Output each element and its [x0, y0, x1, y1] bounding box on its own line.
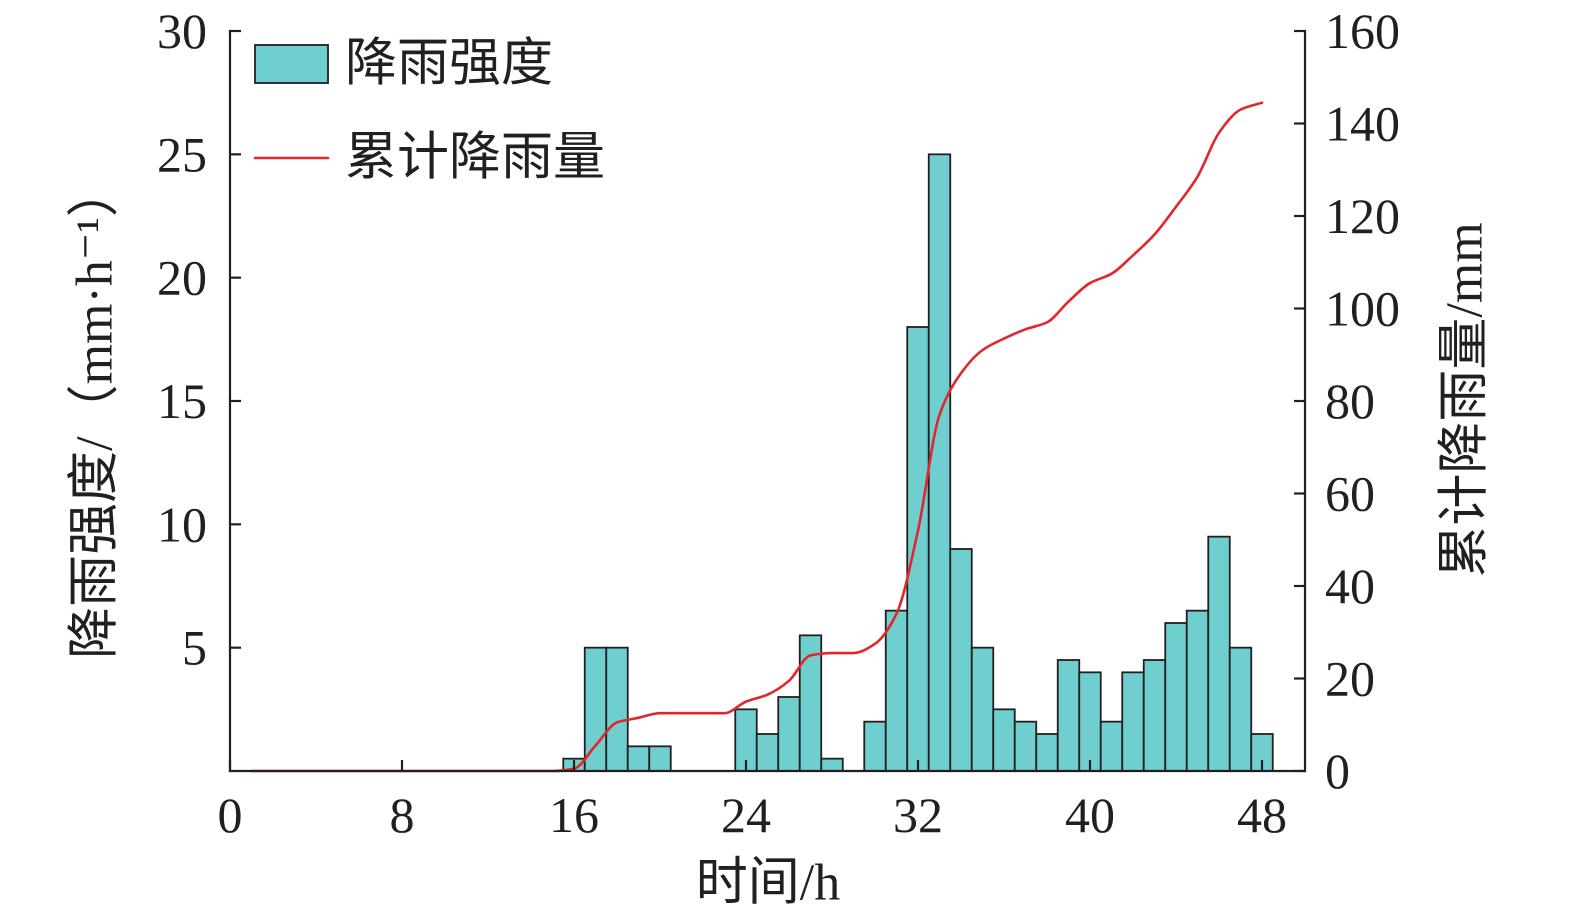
bar-hour-40 [1078, 671, 1102, 772]
legend: 降雨强度 累计降雨量 [253, 36, 605, 187]
bar-hour-43 [1142, 659, 1167, 772]
x-tick-label: 0 [218, 787, 243, 843]
y2-tick-label: 40 [1325, 558, 1375, 614]
y-tick-label: 15 [157, 373, 207, 429]
y-tick-label: 25 [157, 126, 207, 182]
right-y-axis-label: 累计降雨量/mm [1437, 222, 1494, 577]
y2-tick-label: 160 [1325, 3, 1400, 59]
left-y-axis-label: 降雨强度/（mm·h⁻¹） [67, 165, 124, 659]
y-tick-label: 10 [157, 496, 207, 552]
legend-label-cumulative-rainfall: 累计降雨量 [345, 130, 605, 187]
bar-hour-37 [1013, 720, 1038, 772]
x-axis-ticks: 0 8 16 24 32 40 48 [218, 760, 1287, 843]
bar-hour-26 [777, 696, 801, 772]
bar-hour-42 [1121, 671, 1145, 772]
x-tick-label: 8 [390, 787, 415, 843]
y2-tick-label: 60 [1325, 466, 1375, 522]
bar-hour-33 [927, 153, 952, 772]
y2-tick-label: 0 [1325, 743, 1350, 799]
legend-swatch-rainfall-intensity [254, 44, 329, 84]
left-y-axis-ticks: 5 10 15 20 25 30 [157, 3, 241, 676]
y2-tick-label: 120 [1325, 188, 1400, 244]
right-y-axis-ticks: 0 20 40 60 80 100 120 140 160 [1294, 3, 1400, 799]
bar-hour-19 [626, 745, 651, 772]
y2-tick-label: 140 [1325, 96, 1400, 152]
bar-hour-34 [949, 548, 973, 772]
x-tick-label: 48 [1237, 787, 1287, 843]
cumulative-rainfall-line [250, 101, 1264, 773]
y2-tick-label: 20 [1325, 651, 1375, 707]
y2-tick-label: 80 [1325, 373, 1375, 429]
x-tick-label: 16 [549, 787, 599, 843]
x-axis-label: 时间/h [696, 855, 840, 912]
bar-hour-47 [1228, 646, 1253, 772]
y2-tick-label: 100 [1325, 281, 1400, 337]
x-tick-label: 24 [721, 787, 771, 843]
bar-hour-45 [1185, 609, 1210, 772]
bar-hour-17 [583, 646, 608, 772]
bar-hour-36 [992, 708, 1016, 772]
x-tick-label: 32 [893, 787, 943, 843]
y-tick-label: 30 [157, 3, 207, 59]
bar-hour-28 [820, 757, 844, 772]
bar-hour-44 [1164, 622, 1188, 772]
rainfall-intensity-bars [562, 153, 1274, 772]
bar-hour-30 [863, 720, 887, 772]
bar-hour-18 [605, 646, 629, 772]
bar-hour-31 [884, 609, 909, 772]
bar-hour-38 [1035, 733, 1059, 772]
bar-hour-46 [1207, 535, 1231, 772]
bar-hour-20 [648, 745, 672, 772]
x-tick-label: 40 [1065, 787, 1115, 843]
bar-hour-25 [755, 733, 780, 772]
legend-label-rainfall-intensity: 降雨强度 [345, 36, 553, 93]
bar-hour-32 [906, 326, 930, 772]
y-tick-label: 20 [157, 250, 207, 306]
y-tick-label: 5 [182, 620, 207, 676]
bar-hour-41 [1099, 720, 1124, 772]
bar-hour-35 [970, 646, 995, 772]
bar-hour-39 [1056, 659, 1081, 772]
